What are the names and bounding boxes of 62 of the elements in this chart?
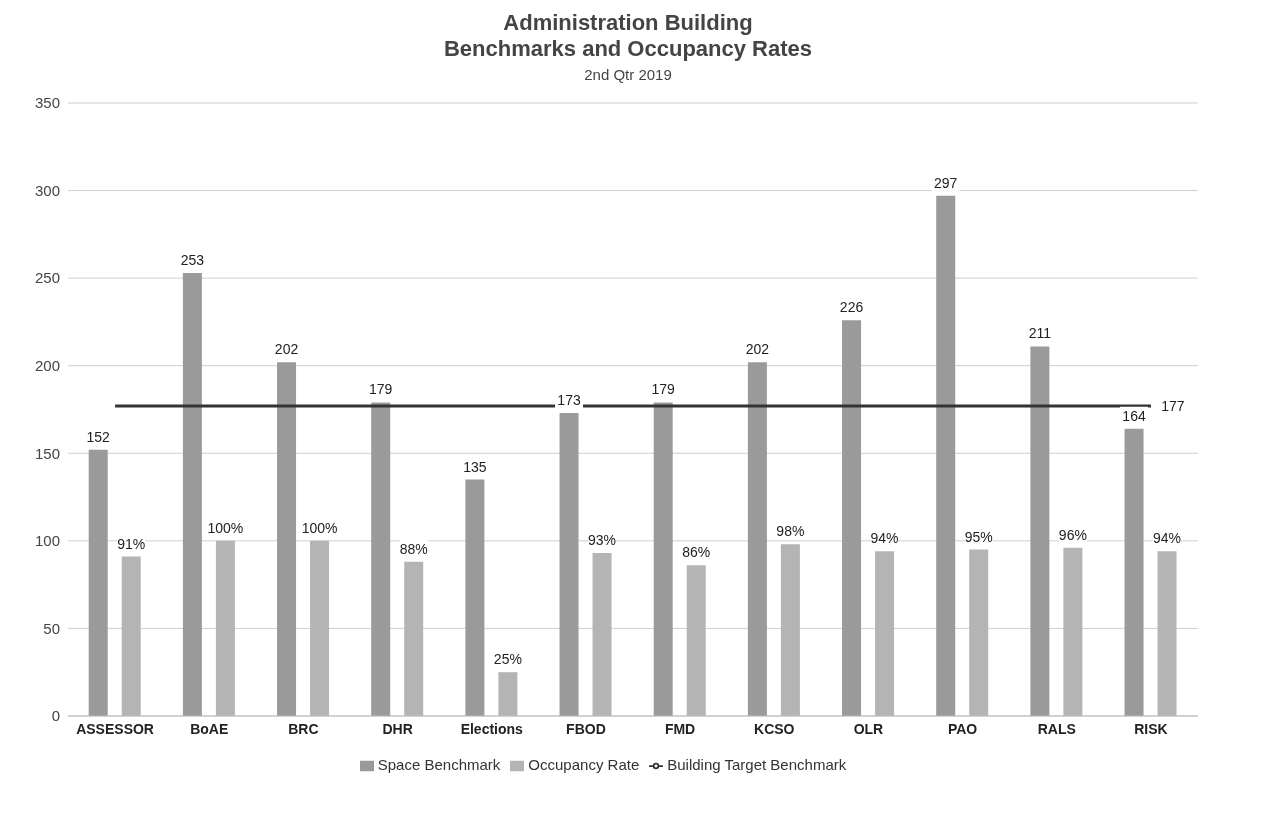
data-label: 94%: [870, 530, 899, 547]
legend-label: Space Benchmark: [377, 755, 501, 773]
data-label: 88%: [399, 540, 428, 557]
data-label: 91%: [117, 535, 146, 552]
data-label: 211: [1028, 325, 1052, 342]
data-label: 95%: [964, 528, 993, 545]
data-label: 100%: [207, 519, 244, 536]
data-label: 86%: [682, 544, 711, 561]
x-tick-label: ASSESSOR: [76, 720, 154, 737]
x-tick-label: KCSO: [754, 720, 795, 737]
data-label: 152: [86, 428, 111, 445]
x-tick-label: OLR: [853, 720, 884, 737]
x-tick-label: RALS: [1037, 720, 1076, 737]
data-label: 202: [274, 341, 299, 358]
bar: [747, 362, 767, 716]
data-label: 93%: [588, 532, 617, 549]
bar: [465, 479, 485, 716]
bar: [182, 272, 202, 716]
x-tick-label: FBOD: [566, 720, 606, 737]
bar: [653, 402, 673, 716]
legend-label: Occupancy Rate: [528, 755, 640, 773]
y-tick-label: 100: [34, 532, 60, 550]
x-tick-label: PAO: [947, 720, 978, 737]
bar: [371, 402, 391, 716]
chart-title: Administration Building Benchmarks and Occupancy Rates: [442, 10, 813, 62]
y-tick-label: 250: [34, 269, 60, 287]
y-tick-label: 200: [34, 357, 60, 375]
y-tick-label: 150: [34, 444, 60, 462]
x-tick-label: FMD: [664, 720, 696, 737]
data-label: 177: [1161, 397, 1185, 414]
bar: [1030, 346, 1050, 716]
data-label: 100%: [301, 519, 338, 536]
data-label: 25%: [493, 651, 522, 668]
bar: [88, 449, 108, 716]
x-tick-label: RISK: [1134, 720, 1168, 737]
y-tick-label: 0: [51, 707, 60, 725]
chart-subtitle: 2nd Qtr 2019: [583, 66, 673, 83]
y-tick-label: 50: [43, 619, 60, 637]
x-tick-label: BoAE: [190, 720, 229, 737]
bar: [1124, 428, 1144, 716]
data-label: 173: [557, 391, 581, 408]
x-tick-label: BRC: [288, 720, 319, 737]
legend-label: Building Target Benchmark: [667, 755, 847, 773]
x-tick-label: DHR: [382, 720, 413, 737]
y-tick-label: 300: [34, 181, 60, 199]
data-label: 202: [745, 341, 770, 358]
bar: [277, 362, 297, 716]
x-tick-label: Elections: [460, 720, 524, 737]
bar: [936, 195, 956, 716]
data-label: 179: [369, 381, 393, 398]
data-label: 94%: [1153, 530, 1182, 547]
data-label: 253: [180, 251, 205, 268]
data-label: 135: [463, 458, 487, 475]
bar: [842, 320, 862, 716]
data-label: 98%: [776, 523, 805, 540]
data-label: 179: [651, 381, 676, 398]
bar: [559, 412, 579, 716]
data-label: 297: [934, 174, 958, 191]
data-label: 226: [839, 299, 864, 316]
data-label: 96%: [1058, 526, 1087, 543]
data-label: 164: [1122, 407, 1146, 424]
y-tick-label: 350: [34, 94, 60, 112]
